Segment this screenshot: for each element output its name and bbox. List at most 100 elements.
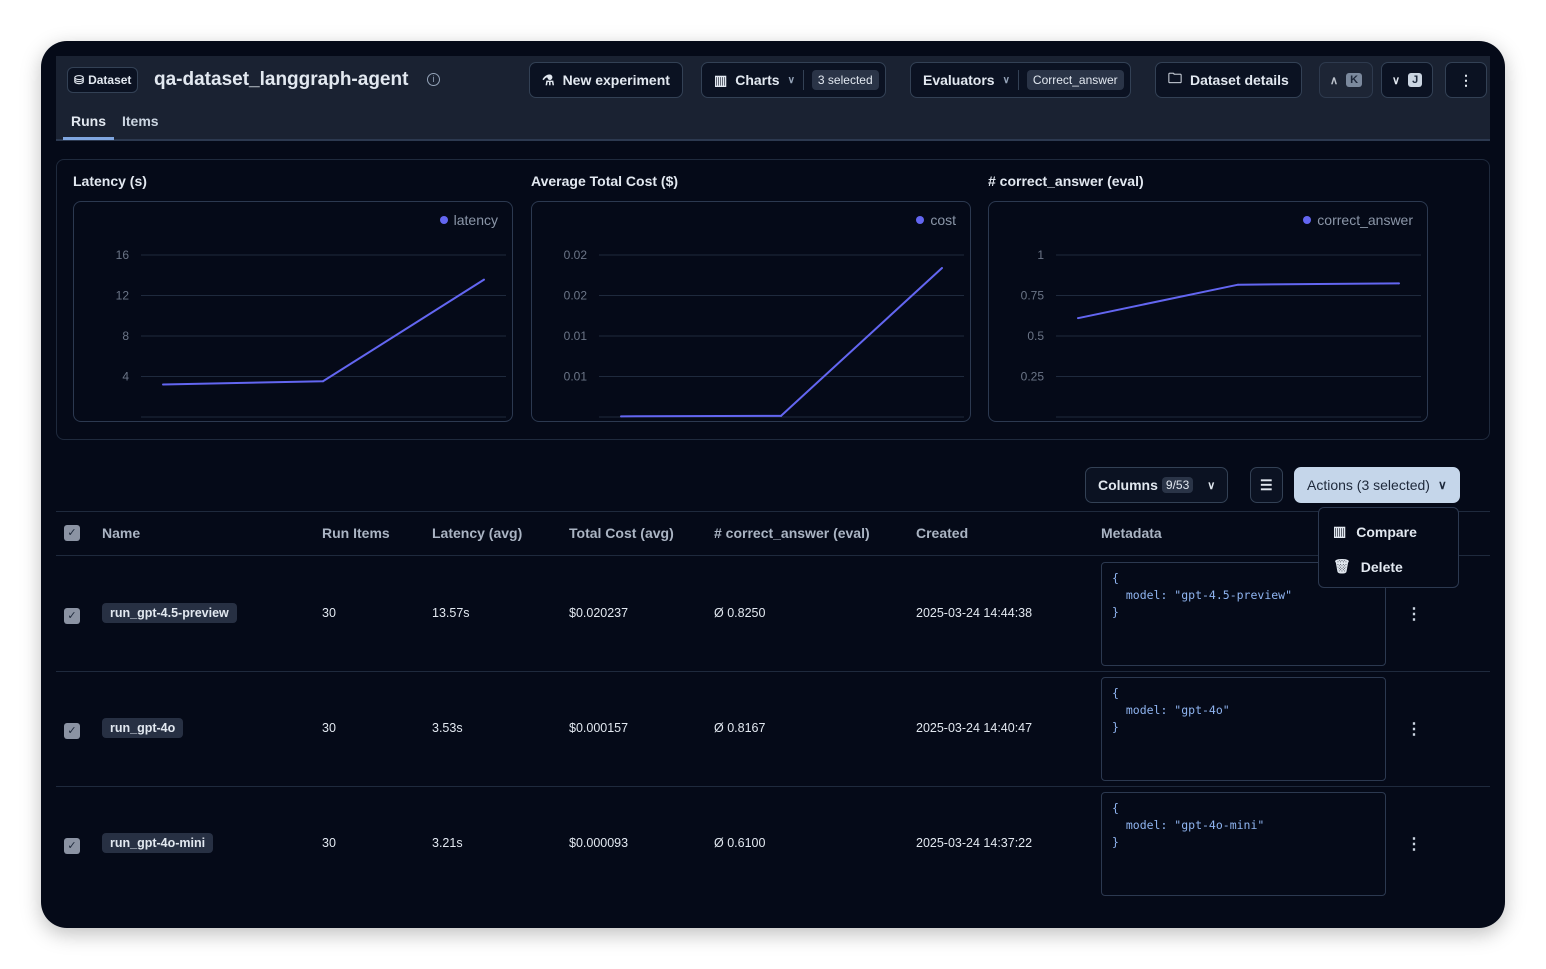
legend: cost: [916, 212, 956, 228]
tab-runs[interactable]: Runs: [63, 111, 114, 140]
delete-label: Delete: [1360, 558, 1403, 575]
table-row[interactable]: ✓ run_gpt-4o 30 3.53s $0.000157 Ø 0.8167…: [56, 671, 1490, 787]
total-cost: $0.000157: [569, 721, 629, 735]
chart-plot: 0.02 0.02 0.01 0.01: [564, 248, 964, 418]
evaluators-label: Evaluators: [923, 72, 995, 88]
y-tick-label: 0.75: [1021, 289, 1045, 303]
column-header-metadata[interactable]: Metadata: [1101, 525, 1162, 541]
select-all-checkbox[interactable]: ✓: [64, 525, 80, 541]
dataset-details-button[interactable]: 🗀 Dataset details: [1155, 62, 1302, 98]
series-line: [620, 267, 943, 418]
more-options-button[interactable]: ⋮: [1445, 62, 1487, 98]
y-tick-label: 16: [116, 248, 130, 262]
app-window: ⛁ Dataset qa-dataset_langgraph-agent i Ru…: [41, 41, 1505, 928]
run-name[interactable]: run_gpt-4.5-preview: [102, 603, 237, 623]
chart-title: Latency (s): [73, 173, 147, 189]
latency: 13.57s: [432, 606, 470, 620]
legend: latency: [439, 212, 498, 228]
data-point: [620, 415, 622, 418]
y-tick-label: 1: [1037, 248, 1044, 262]
metadata-json[interactable]: { model: "gpt-4.5-preview"}: [1101, 562, 1386, 666]
total-cost: $0.000093: [569, 836, 629, 850]
columns-label: Columns: [1098, 477, 1158, 493]
legend: correct_answer: [1303, 212, 1413, 228]
shortcut-j: J: [1408, 73, 1423, 87]
data-point: [322, 380, 324, 383]
dataset-details-label: Dataset details: [1190, 72, 1289, 88]
chevron-down-icon: ∨: [1437, 478, 1447, 492]
badge-label: Dataset: [88, 73, 132, 87]
y-tick-label: 0.02: [564, 248, 588, 262]
column-header-run-items[interactable]: Run Items: [322, 525, 390, 541]
row-checkbox[interactable]: ✓: [64, 723, 80, 739]
latency: 3.21s: [432, 836, 463, 850]
column-header-correct-answer[interactable]: # correct_answer (eval): [714, 525, 870, 541]
chevron-down-icon: ∨: [787, 74, 795, 86]
column-header-cost[interactable]: Total Cost (avg): [569, 525, 674, 541]
json-model: model: "gpt-4o-mini": [1112, 818, 1265, 832]
correct-answer: Ø 0.8250: [714, 606, 766, 620]
evaluators-button[interactable]: Evaluators ∨ Correct_answer: [910, 62, 1131, 98]
charts-selected-pill: 3 selected: [811, 70, 879, 90]
column-header-latency[interactable]: Latency (avg): [432, 525, 523, 541]
legend-dot: [916, 216, 925, 224]
menu-item-compare[interactable]: ▥ Compare: [1319, 514, 1458, 549]
table-row[interactable]: ✓ run_gpt-4o-mini 30 3.21s $0.000093 Ø 0…: [56, 786, 1490, 901]
info-icon[interactable]: i: [427, 73, 440, 86]
next-button[interactable]: ∨ J: [1381, 62, 1434, 98]
metadata-json[interactable]: { model: "gpt-4o"}: [1101, 677, 1386, 781]
y-tick-label: 4: [122, 370, 129, 384]
row-checkbox[interactable]: ✓: [64, 608, 80, 624]
new-experiment-button[interactable]: ⚗ New experiment: [529, 62, 683, 98]
chart-title: Average Total Cost ($): [531, 173, 679, 189]
rows-icon: ☰: [1260, 476, 1273, 493]
menu-item-delete[interactable]: 🗑 Delete: [1319, 549, 1458, 584]
json-close: }: [1112, 835, 1119, 849]
row-menu-icon[interactable]: ⋮: [1406, 836, 1422, 853]
actions-button[interactable]: Actions (3 selected) ∨: [1294, 467, 1460, 503]
latency-chart: latency 16 12 8 4: [73, 201, 513, 422]
chevron-down-icon: ∨: [1207, 479, 1216, 492]
columns-icon: ▥: [1333, 523, 1347, 539]
correct-answer: Ø 0.6100: [714, 836, 766, 850]
divider: [56, 555, 1490, 556]
row-height-button[interactable]: ☰: [1250, 467, 1283, 503]
legend-label: latency: [453, 212, 498, 228]
data-point: [1237, 283, 1239, 286]
table-row[interactable]: ✓ run_gpt-4.5-preview 30 13.57s $0.02023…: [56, 556, 1490, 672]
latency: 3.53s: [432, 721, 463, 735]
json-open: {: [1112, 801, 1119, 815]
row-menu-icon[interactable]: ⋮: [1406, 606, 1422, 623]
compare-label: Compare: [1356, 523, 1417, 540]
divider: [56, 786, 1490, 787]
data-point: [483, 278, 485, 281]
y-tick-label: 8: [122, 329, 129, 343]
metadata-json[interactable]: { model: "gpt-4o-mini"}: [1101, 792, 1386, 896]
previous-button[interactable]: ∧ K: [1319, 62, 1374, 98]
database-icon: ⛁: [74, 73, 85, 87]
columns-button[interactable]: Columns 9/53 ∨: [1085, 467, 1229, 503]
data-point: [941, 266, 943, 269]
json-close: }: [1112, 605, 1119, 619]
json-model: model: "gpt-4.5-preview": [1112, 588, 1293, 602]
json-open: {: [1112, 686, 1119, 700]
row-menu-icon[interactable]: ⋮: [1406, 721, 1422, 738]
data-point: [1398, 282, 1400, 285]
correct-answer: Ø 0.8167: [714, 721, 766, 735]
dataset-badge: ⛁ Dataset: [67, 67, 139, 93]
column-header-name[interactable]: Name: [102, 525, 141, 541]
run-name[interactable]: run_gpt-4o-mini: [102, 833, 214, 853]
y-tick-label: 0.25: [1021, 370, 1045, 384]
run-name[interactable]: run_gpt-4o: [102, 718, 184, 738]
columns-count: 9/53: [1161, 477, 1194, 493]
y-tick-label: 0.02: [564, 289, 588, 303]
correct-answer-chart: correct_answer 1 0.75 0.5 0.25: [988, 201, 1428, 422]
charts-button[interactable]: ▥ Charts ∨ 3 selected: [701, 62, 886, 98]
run-items: 30: [322, 836, 336, 850]
tab-items[interactable]: Items: [122, 113, 159, 129]
column-header-created[interactable]: Created: [916, 525, 969, 541]
chevron-up-icon: ∧: [1330, 74, 1339, 87]
y-tick-label: 0.5: [1027, 329, 1044, 343]
bar-chart-icon: ▥: [714, 71, 728, 88]
row-checkbox[interactable]: ✓: [64, 838, 80, 854]
